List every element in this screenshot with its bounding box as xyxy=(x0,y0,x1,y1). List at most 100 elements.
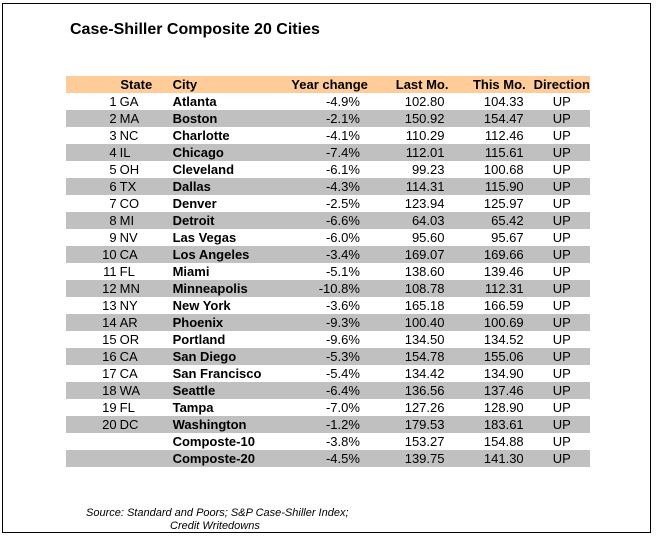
year-change-cell: -7.4% xyxy=(271,144,374,161)
last-mo-cell: 64.03 xyxy=(373,212,455,229)
last-mo-cell: 108.78 xyxy=(373,280,455,297)
state-cell: OR xyxy=(119,332,140,347)
header-city: City xyxy=(172,76,272,93)
last-mo-cell: 134.50 xyxy=(404,332,445,347)
row-number xyxy=(66,433,120,450)
row-number: 5 xyxy=(109,162,117,177)
row-number: 19 xyxy=(102,400,117,415)
state-cell: CO xyxy=(119,196,140,211)
year-change-cell: -3.8% xyxy=(325,434,360,449)
year-change-cell: -6.4% xyxy=(271,382,374,399)
row-number: 7 xyxy=(109,196,117,211)
year-change-cell: -9.3% xyxy=(271,314,374,331)
table-row: 6 TX Dallas -4.3% 114.31 115.90 UP xyxy=(66,178,590,195)
row-number: 10 xyxy=(66,246,120,263)
last-mo-cell: 138.60 xyxy=(404,264,445,279)
this-mo-cell: 137.46 xyxy=(454,382,534,399)
state-cell: FL xyxy=(119,400,135,415)
direction-cell: UP xyxy=(552,128,571,143)
this-mo-cell: 104.33 xyxy=(483,94,524,109)
state-cell: FL xyxy=(119,264,135,279)
table-row: 16 CA San Diego -5.3% 154.78 155.06 UP xyxy=(66,348,590,365)
this-mo-cell: 155.06 xyxy=(454,348,534,365)
city-cell: Charlotte xyxy=(172,128,230,143)
year-change-cell: -4.3% xyxy=(271,178,374,195)
year-change-cell: -4.1% xyxy=(325,128,360,143)
last-mo-cell: 123.94 xyxy=(404,196,445,211)
this-mo-cell: 166.59 xyxy=(483,298,524,313)
city-cell: Composte-20 xyxy=(172,450,272,467)
year-change-cell: -5.3% xyxy=(271,348,374,365)
year-change-cell: -9.6% xyxy=(325,332,360,347)
last-mo-cell: 112.01 xyxy=(373,144,455,161)
this-mo-cell: 112.46 xyxy=(484,128,524,143)
city-cell: San Francisco xyxy=(172,366,262,381)
source-line-1: Source: Standard and Poors; S&P Case-Shi… xyxy=(86,507,349,519)
table-row: 4 IL Chicago -7.4% 112.01 115.61 UP xyxy=(66,144,590,161)
state-cell: WA xyxy=(119,382,173,399)
city-cell: Las Vegas xyxy=(172,230,237,245)
direction-cell: UP xyxy=(533,246,590,263)
row-number: 2 xyxy=(66,110,120,127)
year-change-cell: -7.0% xyxy=(325,400,360,415)
year-change-cell: -6.1% xyxy=(325,162,360,177)
row-number: 3 xyxy=(109,128,117,143)
state-cell: OH xyxy=(119,162,140,177)
last-mo-cell: 114.31 xyxy=(373,178,455,195)
state-cell: GA xyxy=(119,94,139,109)
last-mo-cell: 134.42 xyxy=(404,366,445,381)
this-mo-cell: 112.31 xyxy=(454,280,534,297)
table-row: Composte-20 -4.5% 139.75 141.30 UP xyxy=(66,450,590,467)
last-mo-cell: 100.40 xyxy=(373,314,455,331)
state-cell xyxy=(120,433,173,450)
header-last-mo: Last Mo. xyxy=(373,76,455,93)
state-cell: CA xyxy=(119,246,173,263)
this-mo-cell: 100.68 xyxy=(483,162,524,177)
row-number: 4 xyxy=(66,144,120,161)
year-change-cell: -3.6% xyxy=(325,298,360,313)
city-cell: Chicago xyxy=(172,144,272,161)
header-this-mo: This Mo. xyxy=(454,76,534,93)
header-direction: Direction xyxy=(533,76,590,93)
state-cell: IL xyxy=(119,144,173,161)
last-mo-cell: 127.26 xyxy=(404,400,445,415)
row-number: 18 xyxy=(66,382,120,399)
row-number: 20 xyxy=(66,416,120,433)
table-row: 1 GA Atlanta -4.9% 102.80 104.33 UP xyxy=(66,93,590,110)
row-number: 14 xyxy=(66,314,120,331)
direction-cell: UP xyxy=(533,280,590,297)
last-mo-cell: 154.78 xyxy=(373,348,455,365)
row-number: 17 xyxy=(102,366,117,381)
direction-cell: UP xyxy=(533,314,590,331)
year-change-cell: -5.4% xyxy=(325,366,360,381)
header-state: State xyxy=(66,76,173,93)
row-number: 8 xyxy=(66,212,120,229)
state-cell: NC xyxy=(119,128,139,143)
table-row: 8 MI Detroit -6.6% 64.03 65.42 UP xyxy=(66,212,590,229)
this-mo-cell: 115.61 xyxy=(454,144,534,161)
state-cell: NV xyxy=(119,230,138,245)
city-cell: Phoenix xyxy=(172,314,272,331)
table-row: 5 OH Cleveland -6.1% 99.23 100.68 UP xyxy=(66,161,590,178)
year-change-cell: -2.5% xyxy=(325,196,360,211)
row-number: 15 xyxy=(102,332,117,347)
row-number xyxy=(66,450,120,467)
table-header-row: State City Year change Last Mo. This Mo.… xyxy=(66,76,590,93)
this-mo-cell: 100.69 xyxy=(454,314,534,331)
table-row: 17 CA San Francisco -5.4% 134.42 134.90 UP xyxy=(66,365,590,382)
row-number: 13 xyxy=(102,298,117,313)
city-cell: Tampa xyxy=(172,400,214,415)
case-shiller-table: State City Year change Last Mo. This Mo.… xyxy=(66,76,590,467)
last-mo-cell: 165.18 xyxy=(404,298,445,313)
this-mo-cell: 154.88 xyxy=(483,434,524,449)
year-change-cell: -4.5% xyxy=(271,450,374,467)
last-mo-cell: 95.60 xyxy=(411,230,445,245)
city-cell: Washington xyxy=(172,416,272,433)
city-cell: Dallas xyxy=(172,178,272,195)
year-change-cell: -6.6% xyxy=(271,212,374,229)
state-cell: MI xyxy=(119,212,173,229)
state-cell: MN xyxy=(119,280,173,297)
direction-cell: UP xyxy=(552,230,571,245)
document-frame xyxy=(2,3,651,533)
row-number: 16 xyxy=(66,348,120,365)
